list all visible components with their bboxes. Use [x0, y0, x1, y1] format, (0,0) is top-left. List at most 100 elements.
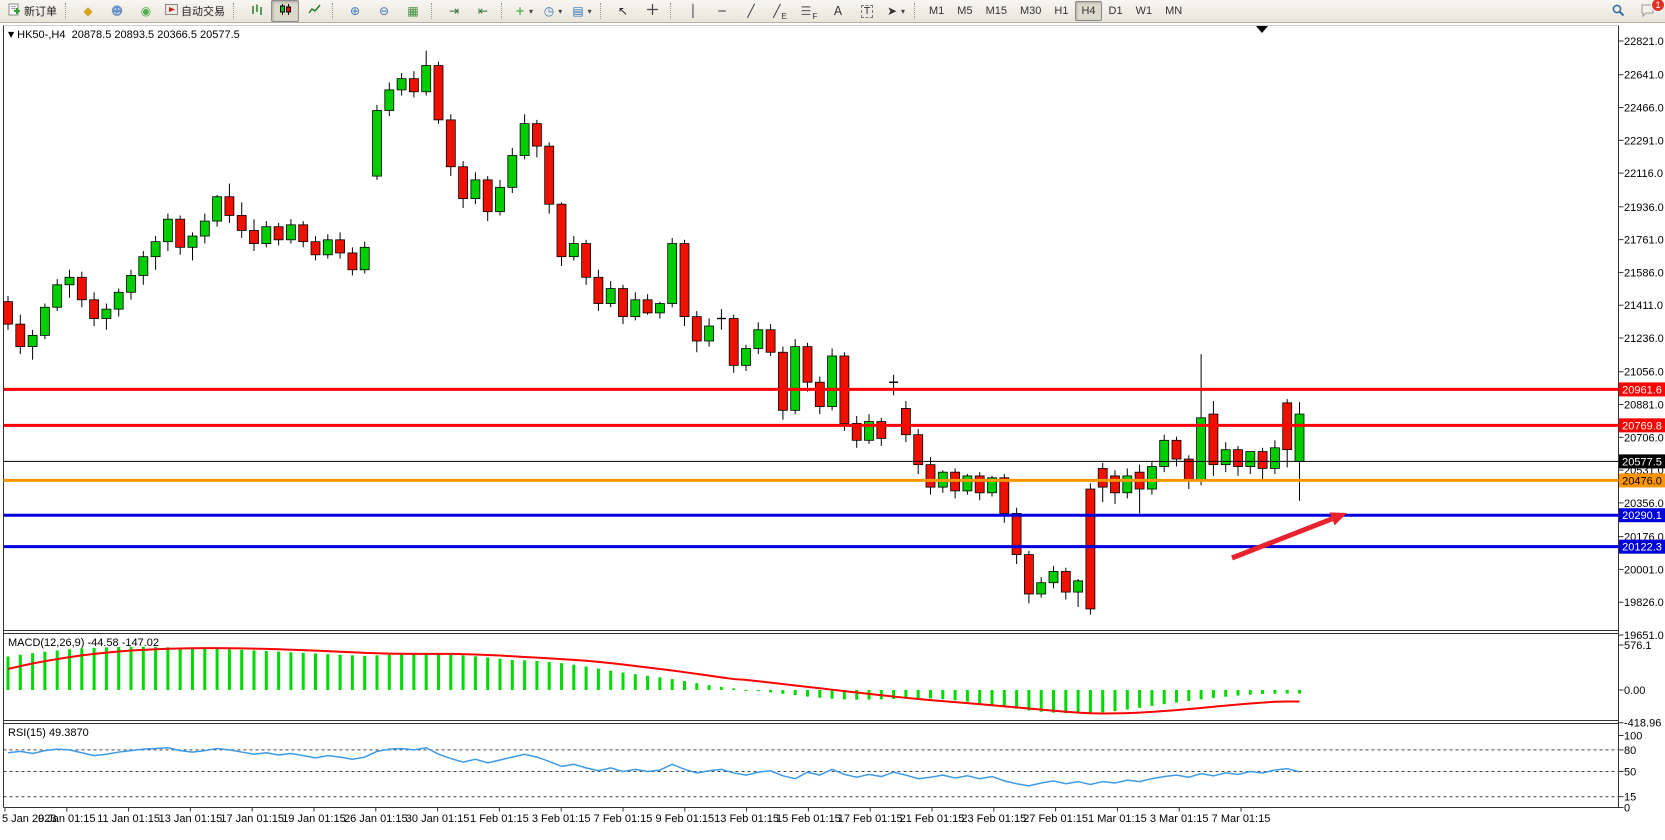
macd-histogram-bar [929, 690, 932, 699]
new-order-button[interactable]: 新订单 [4, 0, 61, 22]
label-icon[interactable]: T [853, 0, 881, 22]
signal-icon[interactable]: ◉ [132, 0, 160, 22]
rsi-axis-label: 15 [1624, 792, 1636, 804]
macd-histogram-bar [1298, 690, 1301, 694]
fibonacci-icon-glyph: ☰ [800, 4, 812, 18]
price-label-box-20961.6 [1619, 382, 1665, 397]
macd-histogram-bar [744, 689, 748, 691]
indicators-icon[interactable]: + ▾ [510, 0, 538, 22]
macd-histogram-bar [363, 655, 367, 690]
candle-bull [568, 243, 579, 258]
toolbar-separator [670, 3, 675, 19]
cursor-icon[interactable]: ↖ [609, 0, 637, 22]
periods-icon[interactable]: ◷ ▾ [539, 0, 567, 22]
candle-bull [40, 306, 50, 336]
channel-icon[interactable]: ╱ E [766, 0, 794, 22]
price-label-20769.8: 20769.8 [1622, 420, 1662, 432]
macd-histogram-bar [646, 675, 650, 690]
macd-histogram-bar [117, 647, 121, 690]
macd-histogram-bar [141, 646, 145, 690]
timeframe-button-w1[interactable]: W1 [1135, 5, 1153, 17]
new-order-button-label: 新订单 [24, 6, 57, 18]
macd-histogram-bar [621, 672, 625, 690]
price-label-box-20290.1 [1619, 508, 1665, 523]
profile-icon[interactable]: ☻ [103, 0, 131, 22]
trend-arrow-shaft[interactable] [1231, 516, 1334, 561]
timeframe-button-mn[interactable]: MN [1165, 5, 1183, 17]
trendline-icon[interactable]: ╱ [737, 0, 765, 22]
candle-bear [1024, 554, 1034, 595]
macd-histogram-bar [129, 646, 133, 690]
periods-icon-glyph: ◷ [543, 4, 555, 18]
rsi-axis-label: 50 [1624, 767, 1636, 779]
timeframe-button-h4[interactable]: H4 [1075, 1, 1102, 21]
candle-bull [962, 475, 973, 492]
date-label: 15 Feb 01:15 [776, 813, 841, 825]
candle-bull [359, 246, 370, 271]
fibonacci-icon-subletter: F [812, 12, 818, 21]
timeframe-button-m5[interactable]: M5 [957, 5, 973, 17]
macd-histogram-bar [572, 664, 576, 690]
timeframe-button-m1[interactable]: M1 [929, 5, 945, 17]
timeframe-button-h1[interactable]: H1 [1054, 5, 1069, 17]
timeframe-button-m15[interactable]: M15 [985, 5, 1007, 17]
auto-scroll-icon[interactable]: ⇥ [440, 0, 468, 22]
timeframe-button-d1[interactable]: D1 [1108, 5, 1123, 17]
chart-dropdown-icon[interactable]: ▼ [8, 30, 15, 39]
macd-histogram-bar [781, 690, 785, 694]
candle-bull [138, 256, 149, 276]
chart-shift-icon[interactable]: ⇤ [469, 0, 497, 22]
auto-trading-button[interactable]: 自动交易 [161, 0, 229, 22]
date-label: 7 Mar 01:15 [1212, 813, 1271, 825]
candle-bull [1270, 447, 1280, 469]
price-label-20476.0: 20476.0 [1622, 475, 1662, 487]
horizontal-line-icon[interactable]: ─ [708, 0, 736, 22]
macd-histogram-bar [1076, 690, 1080, 714]
search-icon[interactable] [1604, 0, 1632, 22]
macd-histogram-bar [387, 654, 391, 690]
candlestick-icon[interactable] [271, 0, 299, 22]
auto-trading-glyph [165, 3, 178, 19]
macd-histogram-bar [1162, 690, 1166, 705]
macd-histogram-bar [1285, 690, 1289, 694]
price-label-box-20122.3 [1619, 539, 1665, 554]
text-icon[interactable]: A [824, 0, 852, 22]
date-label: 30 Jan 01:15 [406, 813, 470, 825]
macd-histogram-bar [215, 648, 219, 690]
macd-axis-label: 0.00 [1624, 685, 1645, 697]
candle-bear [691, 316, 702, 342]
macd-histogram-bar [314, 653, 317, 690]
macd-histogram-bar [1101, 690, 1105, 713]
zoom-out-icon[interactable]: ⊖ [370, 0, 398, 22]
candle-bull [1122, 475, 1133, 494]
price-tick-label: 19651.0 [1624, 630, 1664, 642]
line-chart-icon[interactable] [300, 0, 328, 22]
arrows-icon[interactable]: ➤ ▾ [882, 0, 910, 22]
trend-arrow-head[interactable] [1329, 512, 1347, 526]
arrows-icon-glyph: ➤ [886, 4, 898, 18]
periods-icon-dropdown-arrow[interactable]: ▾ [558, 6, 563, 16]
chat-icon[interactable]: 1 [1633, 0, 1665, 22]
templates-icon[interactable]: ▤ ▾ [568, 0, 596, 22]
candle-bull [150, 241, 161, 258]
macd-histogram-bar [461, 655, 465, 690]
timeframe-button-m30[interactable]: M30 [1019, 5, 1042, 17]
arrows-icon-dropdown-arrow[interactable]: ▾ [901, 6, 906, 16]
candle-bull [753, 329, 764, 349]
macd-values: -44.58 -147.02 [87, 637, 160, 649]
vertical-line-icon[interactable]: │ [679, 0, 707, 22]
candle-bull [655, 303, 665, 314]
indicators-icon-dropdown-arrow[interactable]: ▾ [529, 6, 534, 16]
zoom-in-icon[interactable]: ⊕ [341, 0, 369, 22]
crosshair-icon[interactable] [638, 0, 666, 22]
cube-icon[interactable]: ◆ [74, 0, 102, 22]
fibonacci-icon[interactable]: ☰ F [795, 0, 823, 22]
chart-title: ▼ HK50-,H4 20878.5 20893.5 20366.5 20577.… [8, 29, 240, 41]
templates-icon-dropdown-arrow[interactable]: ▾ [587, 6, 592, 16]
chart-shift-marker[interactable] [1256, 26, 1268, 33]
tile-windows-icon[interactable]: ▦ [399, 0, 427, 22]
macd-histogram-bar [596, 668, 600, 690]
bar-chart-icon[interactable] [242, 0, 270, 22]
candle-bull [630, 299, 641, 318]
